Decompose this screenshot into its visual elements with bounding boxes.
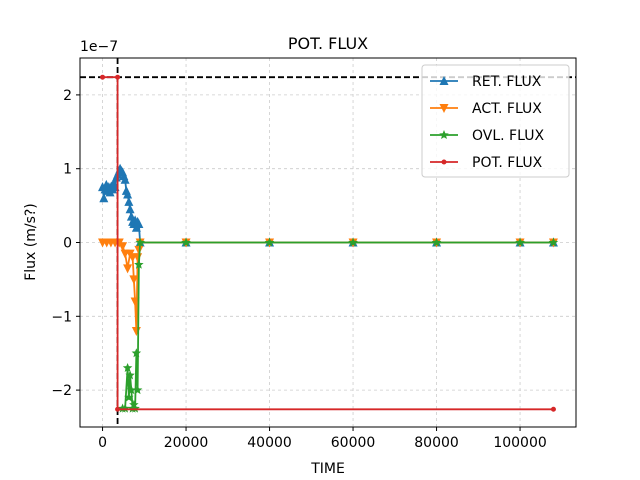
y-axis-label: Flux (m/s?) (23, 203, 39, 281)
data-point (118, 242, 128, 252)
series-2 (117, 237, 559, 413)
y-tick-label: −2 (51, 383, 72, 399)
legend-marker (439, 130, 449, 140)
series-3 (100, 74, 556, 412)
data-point (134, 259, 144, 269)
data-point (129, 275, 139, 285)
legend-box (421, 64, 570, 178)
data-point (100, 74, 106, 80)
x-tick-label: 60000 (331, 435, 376, 451)
data-point (134, 219, 144, 229)
legend-marker (439, 104, 449, 113)
data-point (135, 237, 145, 247)
y-tick-label: 2 (63, 88, 72, 104)
data-point (129, 399, 139, 409)
legend-marker (439, 76, 449, 85)
legend-entry: POT. FLUX (430, 155, 543, 171)
data-point (120, 403, 130, 413)
data-point (99, 193, 109, 203)
data-point (125, 370, 135, 380)
y-tick-label: 0 (63, 236, 72, 252)
data-point (123, 264, 133, 274)
series-line (102, 76, 554, 411)
x-tick-label: 20000 (164, 435, 209, 451)
data-point (132, 385, 143, 395)
data-point (124, 392, 134, 402)
data-point (115, 74, 121, 80)
legend: RET. FLUX ACT. FLUX OVL. FLUX POT. FLUX (421, 64, 570, 178)
y-tick-label: 1 (63, 162, 72, 178)
data-point (124, 196, 134, 206)
y-tick-label: −1 (51, 309, 72, 325)
data-point (115, 406, 121, 412)
data-point (431, 237, 442, 247)
data-point (130, 297, 140, 307)
data-point (550, 406, 556, 412)
x-tick-label: 0 (98, 435, 107, 451)
legend-label: ACT. FLUX (472, 101, 542, 117)
data-point (122, 362, 133, 373)
data-point (125, 204, 135, 214)
x-tick-label: 40000 (247, 435, 292, 451)
legend-entry: OVL. FLUX (430, 128, 544, 144)
data-point (131, 348, 142, 358)
data-point (123, 189, 133, 199)
data-point (264, 237, 275, 247)
legend-label: POT. FLUX (472, 155, 543, 171)
data-point (130, 403, 140, 413)
data-point (181, 237, 191, 247)
legend-label: RET. FLUX (472, 74, 542, 90)
x-axis-ticks: 0 20000 40000 60000 80000 100000 (98, 427, 547, 451)
legend-label: OVL. FLUX (472, 128, 544, 144)
chart-title: POT. FLUX (288, 34, 368, 53)
data-point (548, 237, 559, 247)
x-tick-label: 80000 (414, 435, 459, 451)
series-layer (98, 74, 559, 413)
legend-entry: RET. FLUX (430, 74, 542, 90)
legend-entry: ACT. FLUX (430, 101, 542, 117)
y-axis-ticks: 2 1 0 −1 −2 (51, 88, 80, 399)
y-offset-label: 1e−7 (80, 39, 118, 55)
data-point (348, 237, 358, 247)
x-axis-label: TIME (310, 461, 345, 477)
data-point (120, 174, 130, 184)
data-point (515, 237, 525, 247)
data-point (126, 385, 137, 395)
legend-marker (441, 159, 447, 165)
x-tick-label: 100000 (493, 435, 546, 451)
